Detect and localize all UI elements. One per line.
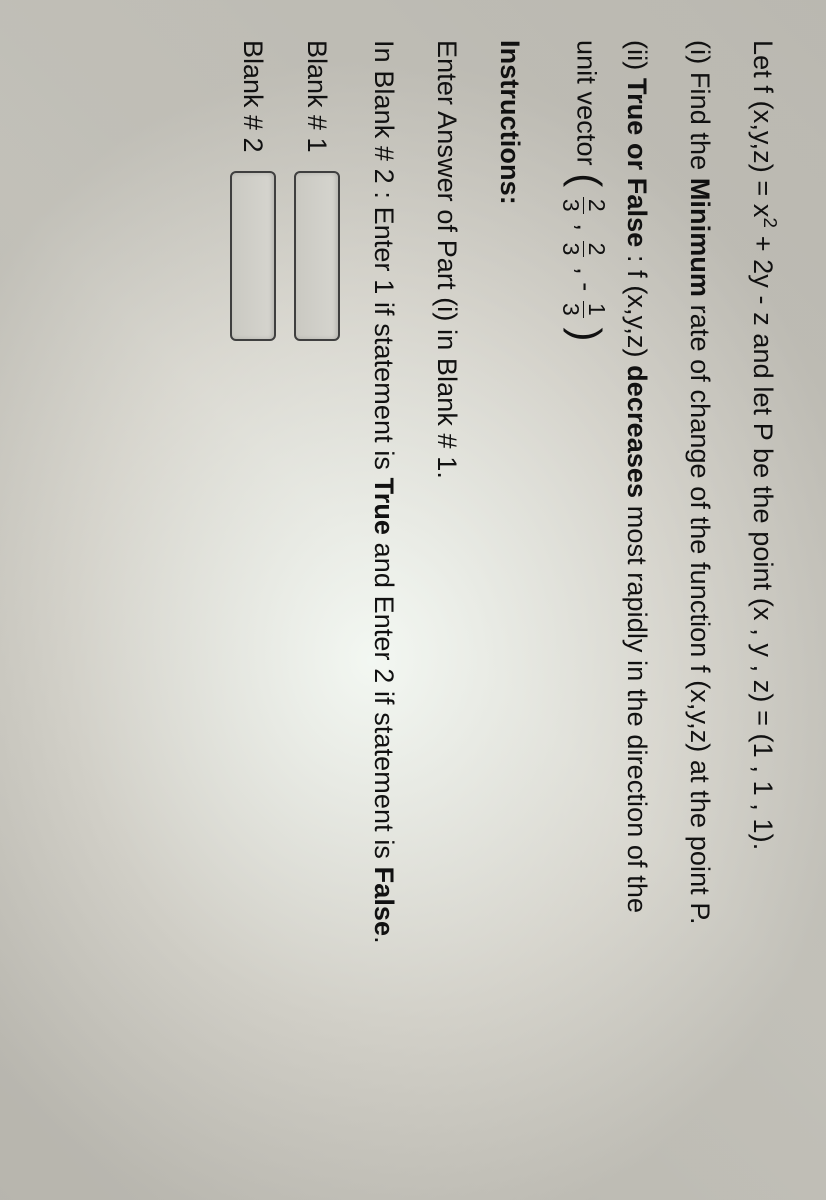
text: and Enter 2 if statement is xyxy=(369,535,399,867)
bold-minimum: Minimum xyxy=(685,178,715,297)
instructions-heading: Instructions: xyxy=(490,40,529,1160)
bold-truefalse: True or False xyxy=(622,78,652,247)
numerator: 2 xyxy=(583,197,608,214)
separator: , xyxy=(571,267,601,282)
question-page: Let f (x,y,z) = x2 + 2y - z and let P be… xyxy=(0,0,826,1200)
text: In Blank # 2 : Enter 1 if statement is xyxy=(369,40,399,478)
instruction-1: Enter Answer of Part (i) in Blank # 1. xyxy=(427,40,466,1160)
text: : f (x,y,z) xyxy=(622,247,652,365)
blank-2-label: Blank # 2 xyxy=(237,40,268,153)
text: (ii) xyxy=(622,40,652,78)
fraction-2: 2 3 xyxy=(559,241,608,258)
answers-block: Blank # 1 Blank # 2 xyxy=(230,40,340,1160)
minus-sign: - xyxy=(571,282,601,299)
bold-decreases: decreases xyxy=(622,365,652,498)
numerator: 2 xyxy=(583,241,608,258)
denominator: 3 xyxy=(559,301,583,318)
unit-vector-line: unit vector ( 2 3 , 2 3 , - 1 3 ) xyxy=(559,40,608,1160)
instruction-2: In Blank # 2 : Enter 1 if statement is T… xyxy=(364,40,403,1160)
separator: , xyxy=(571,223,601,238)
exponent: 2 xyxy=(759,218,780,229)
bold-instructions: Instructions: xyxy=(495,40,525,205)
denominator: 3 xyxy=(559,241,583,258)
denominator: 3 xyxy=(559,197,583,214)
part-ii-line-a: (ii) True or False : f (x,y,z) decreases… xyxy=(617,40,656,1160)
part-i-line: (i) Find the Minimum rate of change of t… xyxy=(680,40,719,1160)
blank-1-row: Blank # 1 xyxy=(294,40,340,1160)
text: Let f (x,y,z) = x xyxy=(748,40,778,218)
left-paren: ( xyxy=(563,173,610,187)
bold-false: False xyxy=(369,867,399,937)
text: + 2y - z and let P be the point (x , y ,… xyxy=(748,228,778,850)
text: (i) Find the xyxy=(685,40,715,178)
blank-1-label: Blank # 1 xyxy=(301,40,332,153)
blank-2-row: Blank # 2 xyxy=(230,40,276,1160)
numerator: 1 xyxy=(583,301,608,318)
bold-true: True xyxy=(369,478,399,535)
text: . xyxy=(369,936,399,944)
definition-line: Let f (x,y,z) = x2 + 2y - z and let P be… xyxy=(743,40,782,1160)
fraction-3: 1 3 xyxy=(559,301,608,318)
fraction-1: 2 3 xyxy=(559,197,608,214)
blank-2-input[interactable] xyxy=(230,171,276,341)
text: rate of change of the function f (x,y,z)… xyxy=(685,297,715,925)
text: most rapidly in the direction of the xyxy=(622,498,652,913)
unit-vector-label: unit vector xyxy=(571,40,601,173)
right-paren: ) xyxy=(563,327,610,341)
blank-1-input[interactable] xyxy=(294,171,340,341)
